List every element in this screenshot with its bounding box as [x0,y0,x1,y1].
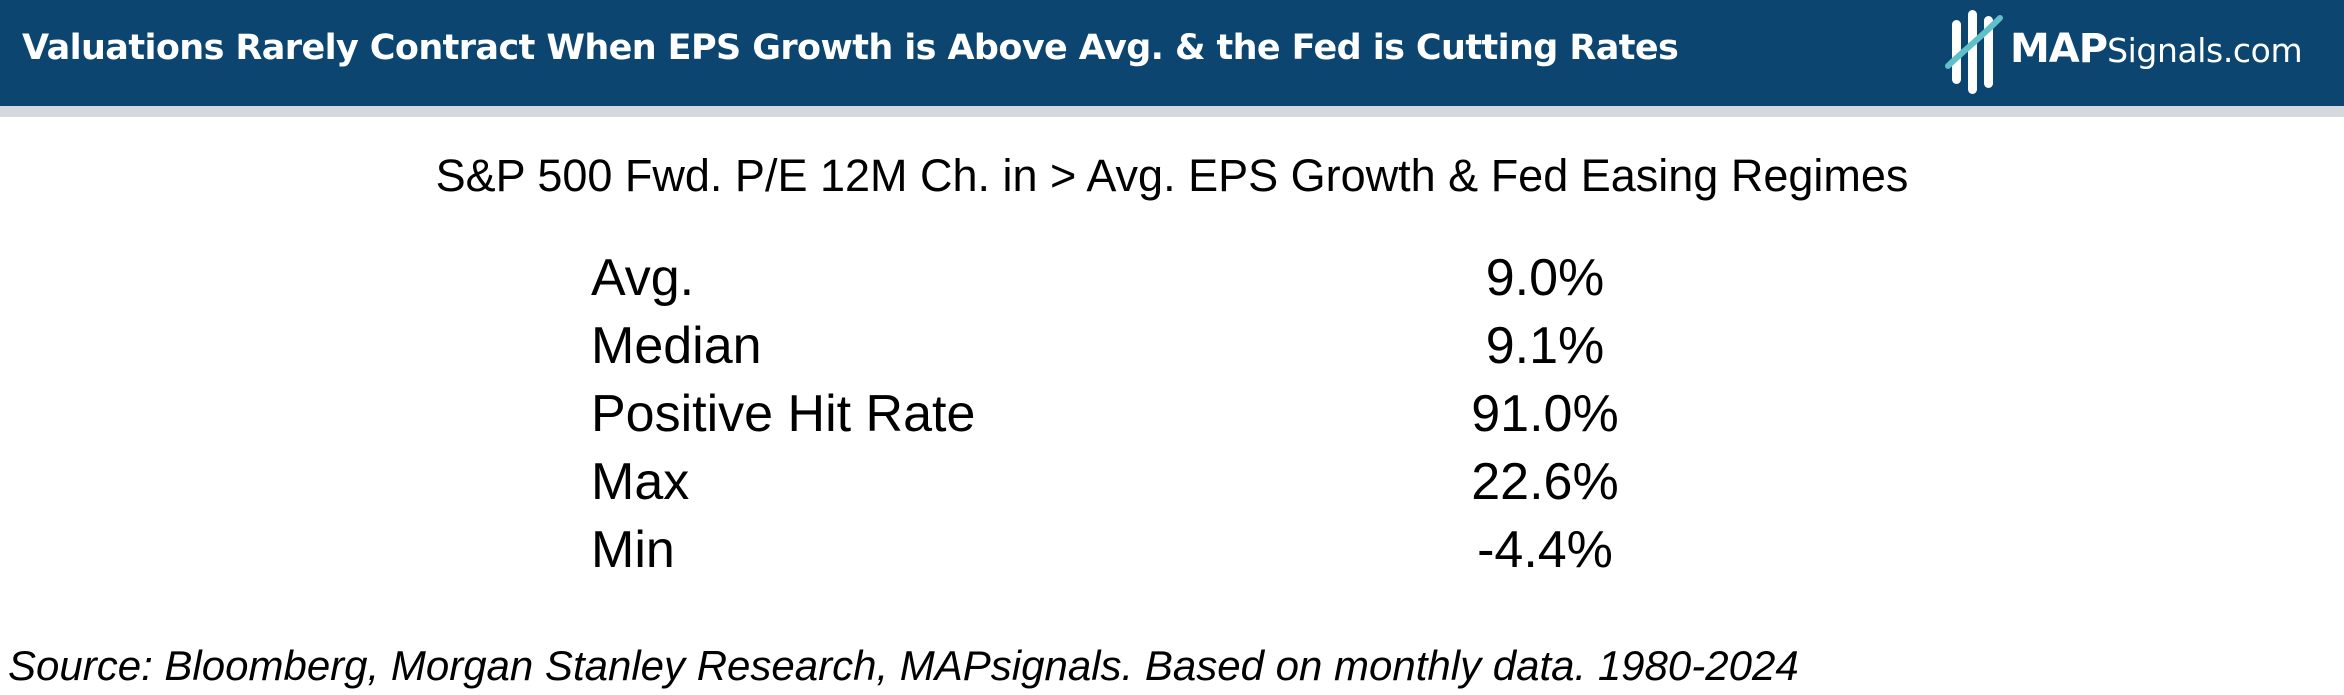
header-title: Valuations Rarely Contract When EPS Grow… [22,28,1679,68]
brand-wordmark: MAPSignals.com [2010,26,2303,72]
stat-label: Min [591,521,675,579]
stat-value: 22.6% [1471,453,1619,511]
stat-row-min: Min -4.4% [0,520,2344,588]
stat-row-positive-hit-rate: Positive Hit Rate 91.0% [0,384,2344,452]
stat-value: 91.0% [1471,385,1619,443]
stat-label: Positive Hit Rate [591,385,976,443]
stat-value: 9.1% [1485,317,1605,375]
brand-wordmark-rest: Signals.com [2107,31,2303,70]
stat-label: Median [591,317,762,375]
header-divider [0,106,2344,117]
stat-value: 9.0% [1485,249,1605,307]
stat-row-median: Median 9.1% [0,316,2344,384]
table-title: S&P 500 Fwd. P/E 12M Ch. in > Avg. EPS G… [435,150,1909,201]
brand-logo: MAPSignals.com [1944,6,2334,98]
logo-mark-icon [1945,10,2003,94]
source-note: Source: Bloomberg, Morgan Stanley Resear… [8,642,1799,689]
header-bar: Valuations Rarely Contract When EPS Grow… [0,0,2344,106]
stat-label: Max [591,453,690,511]
stat-row-max: Max 22.6% [0,452,2344,520]
stat-label: Avg. [591,249,695,307]
stat-value: -4.4% [1477,521,1613,579]
stat-row-avg: Avg. 9.0% [0,248,2344,316]
brand-wordmark-bold: MAP [2010,26,2108,72]
